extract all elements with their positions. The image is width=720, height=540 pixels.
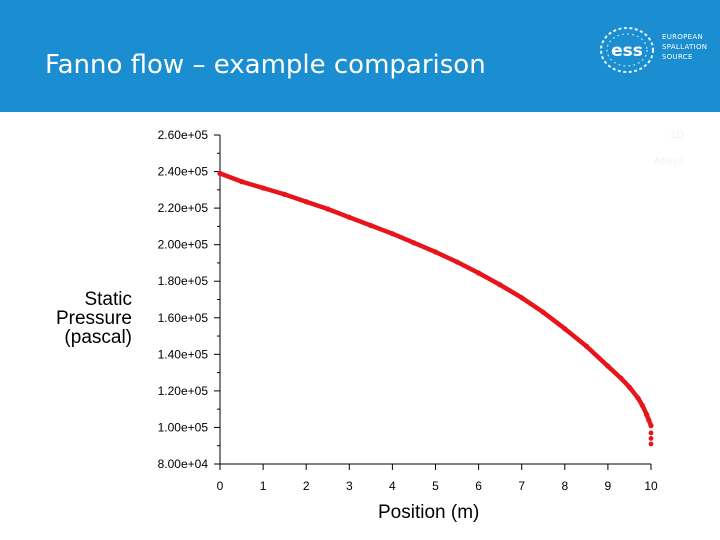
y-axis-label-line: Pressure: [55, 308, 132, 329]
data-point: [303, 199, 309, 205]
chart-legend: 1D Ansys: [654, 122, 684, 174]
data-point: [639, 402, 645, 409]
y-axis-label: Static Pressure (pascal): [40, 290, 132, 347]
y-tick-label: 1.40e+05: [158, 347, 209, 361]
data-point: [618, 375, 624, 381]
x-tick-label: 1: [260, 479, 267, 493]
y-tick-label: 1.20e+05: [158, 384, 209, 398]
x-tick-label: 6: [475, 479, 482, 493]
slide-title: Fanno flow – example comparison: [45, 50, 486, 80]
x-tick-label: 3: [346, 479, 353, 493]
y-tick-label: 2.60e+05: [158, 128, 209, 142]
data-point: [497, 282, 503, 288]
data-point: [476, 270, 482, 276]
x-tick-label: 10: [644, 479, 658, 493]
y-tick-label: 1.60e+05: [158, 311, 209, 325]
data-point: [583, 343, 589, 349]
ess-logo-mark: ess: [611, 41, 643, 61]
outlier-point: [648, 436, 654, 441]
data-point: [411, 240, 417, 246]
data-point: [217, 170, 223, 176]
data-point: [519, 295, 525, 301]
legend-entry: 1D: [669, 129, 684, 141]
data-point: [282, 191, 288, 198]
x-tick-label: 4: [389, 479, 396, 493]
y-tick-label: 2.20e+05: [158, 201, 209, 215]
data-point: [562, 326, 568, 332]
data-point: [346, 214, 352, 220]
chart-series: [217, 170, 654, 447]
data-point: [432, 249, 439, 255]
outlier-point: [648, 430, 654, 436]
data-point: [238, 179, 245, 185]
data-point: [540, 309, 546, 315]
outlier-point: [648, 441, 654, 447]
logo-line: EUROPEAN: [662, 33, 703, 41]
x-tick-label: 0: [217, 479, 224, 493]
logo-line: SOURCE: [662, 53, 693, 61]
data-point: [648, 423, 654, 429]
x-tick-label: 8: [561, 479, 568, 493]
y-axis-label-line: Static: [84, 289, 132, 310]
y-tick-label: 2.40e+05: [158, 165, 209, 179]
legend-entry: Ansys: [654, 155, 684, 167]
y-axis-label-line: (pascal): [64, 327, 132, 348]
chart-axes: 8.00e+04 1.00e+05 1.20e+05 1.40e+05 1.60e+05…: [158, 128, 658, 493]
x-axis-label: Position (m): [378, 502, 480, 523]
logo-line: SPALLATION: [662, 43, 708, 51]
data-point: [368, 222, 374, 229]
data-point: [626, 384, 633, 390]
y-tick-label: 1.80e+05: [158, 274, 209, 288]
data-point: [260, 185, 266, 191]
data-point: [454, 259, 460, 265]
data-point: [325, 206, 331, 212]
data-point: [635, 395, 641, 401]
y-tick-label: 1.00e+05: [158, 420, 209, 434]
y-tick-label: 8.00e+04: [158, 457, 209, 471]
data-point: [605, 363, 611, 369]
data-point: [389, 231, 395, 237]
data-point: [646, 417, 652, 423]
x-tick-label: 5: [432, 479, 439, 493]
y-tick-label: 2.00e+05: [158, 238, 209, 252]
series-line: [217, 171, 654, 428]
ess-logo-text: EUROPEAN SPALLATION SOURCE: [662, 32, 707, 62]
data-point: [644, 412, 650, 418]
ess-logo-icon: ess: [600, 27, 654, 73]
x-tick-label: 9: [605, 479, 612, 493]
x-tick-label: 2: [303, 479, 310, 493]
x-tick-label: 7: [518, 479, 525, 493]
slide-header: Fanno flow – example comparison ess EURO…: [0, 0, 720, 112]
ess-logo: ess EUROPEAN SPALLATION SOURCE: [596, 22, 712, 78]
